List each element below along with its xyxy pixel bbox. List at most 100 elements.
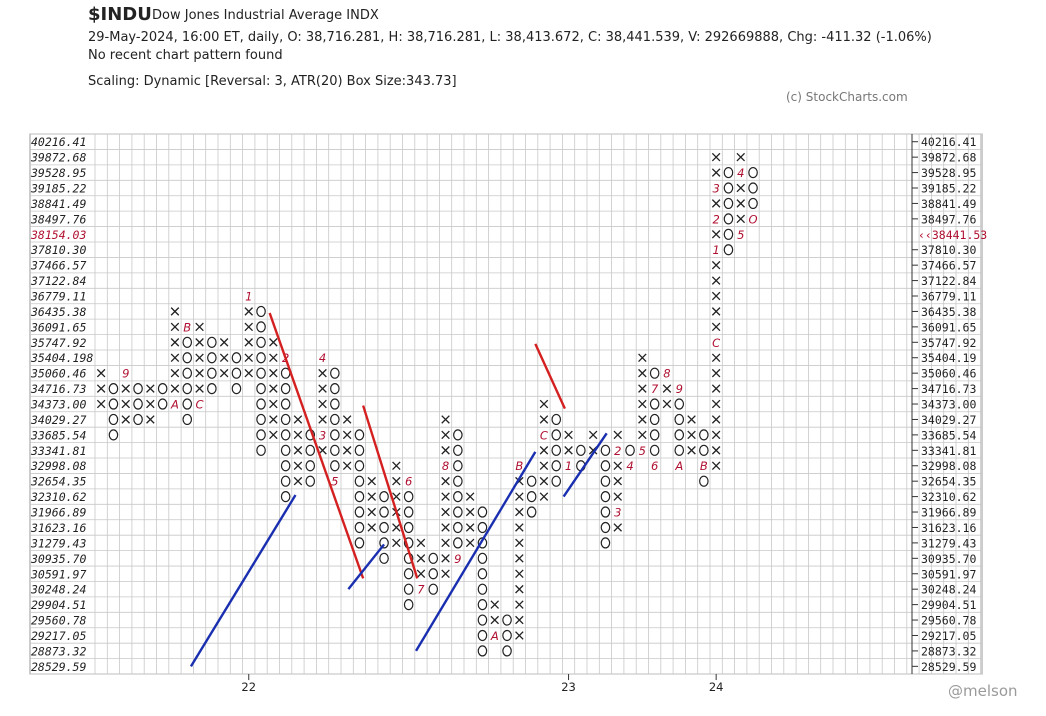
o-box — [379, 506, 389, 518]
x-box — [711, 430, 721, 440]
x-box — [367, 476, 377, 486]
x-box — [711, 368, 721, 378]
o-box — [133, 398, 143, 410]
x-box — [638, 353, 647, 362]
x-box — [441, 430, 450, 440]
support-trendline — [415, 451, 537, 652]
x-box — [416, 554, 426, 563]
x-box — [342, 415, 352, 424]
o-box — [207, 382, 217, 395]
x-box — [638, 384, 647, 393]
o-box — [403, 521, 414, 534]
o-box — [354, 460, 365, 472]
month-marker: 1 — [712, 243, 719, 257]
month-marker: 1 — [565, 459, 572, 473]
watermark: @melson — [948, 682, 1018, 700]
price-label-right: 36779.11 — [921, 290, 976, 304]
o-box — [182, 352, 193, 364]
o-box — [182, 382, 193, 395]
o-box — [477, 552, 488, 564]
x-box — [219, 353, 229, 362]
ohlc-summary: 29-May-2024, 16:00 ET, daily, O: 38,716.… — [88, 30, 932, 45]
x-box — [662, 399, 672, 409]
x-box — [416, 569, 426, 579]
x-box — [244, 353, 254, 362]
x-box — [465, 523, 475, 532]
x-box — [392, 538, 401, 548]
price-label-right: 29904.51 — [921, 598, 976, 612]
scaling-info: Scaling: Dynamic [Reversal: 3, ATR(20) B… — [88, 74, 457, 89]
x-box — [465, 492, 475, 501]
x-box — [96, 368, 106, 378]
x-box — [269, 368, 278, 378]
o-box — [477, 599, 488, 611]
o-box — [108, 429, 119, 441]
x-box — [195, 338, 204, 347]
x-box — [490, 600, 500, 609]
month-marker: B — [700, 459, 708, 473]
o-box — [403, 506, 414, 518]
month-marker: A — [674, 459, 683, 473]
x-box — [195, 353, 204, 362]
o-box — [477, 614, 488, 626]
o-box — [379, 537, 389, 549]
o-box — [256, 382, 266, 395]
o-box — [699, 444, 709, 456]
price-label-right: 32654.35 — [921, 475, 976, 489]
price-label-left: 30935.70 — [30, 552, 86, 566]
o-box — [330, 413, 340, 426]
x-box — [441, 492, 450, 501]
x-box — [638, 399, 647, 409]
o-box — [280, 444, 291, 456]
price-label-left: 33685.54 — [30, 428, 86, 442]
x-box — [293, 461, 303, 471]
o-box — [600, 444, 611, 456]
price-label-left: 40216.41 — [31, 135, 86, 149]
o-box — [207, 367, 217, 379]
o-box — [354, 475, 365, 487]
price-label-right: 38841.49 — [921, 197, 976, 211]
x-box — [244, 368, 254, 378]
o-box — [403, 491, 414, 503]
o-box — [305, 460, 316, 472]
x-box — [318, 415, 327, 424]
x-box — [687, 430, 696, 440]
resistance-trendline — [534, 343, 566, 410]
x-box — [711, 399, 721, 409]
month-marker: 2 — [712, 212, 719, 226]
pattern-status: No recent chart pattern found — [88, 48, 283, 63]
price-label-right: 36091.65 — [921, 320, 976, 334]
x-box — [170, 353, 180, 362]
x-box — [564, 446, 573, 455]
x-box — [465, 507, 475, 517]
o-box — [108, 413, 119, 426]
x-box — [195, 368, 204, 378]
price-label-left: 34373.00 — [30, 398, 86, 412]
month-marker: 3 — [319, 428, 326, 442]
price-label-right: 37466.57 — [921, 259, 976, 273]
o-box — [280, 429, 291, 441]
o-box — [649, 429, 660, 441]
month-marker: 2 — [614, 444, 621, 458]
o-box — [354, 521, 365, 534]
o-box — [330, 382, 340, 395]
o-box — [280, 491, 291, 503]
x-box — [441, 415, 450, 424]
x-box — [515, 615, 524, 625]
price-label-right: 34029.27 — [921, 413, 976, 427]
x-box — [293, 446, 303, 455]
month-marker: 9 — [122, 367, 129, 381]
x-box — [465, 538, 475, 548]
o-box — [748, 166, 758, 179]
o-box — [379, 491, 389, 503]
o-box — [354, 491, 365, 503]
o-box — [157, 398, 168, 410]
month-marker: 3 — [614, 506, 621, 520]
price-label-right: 32998.08 — [921, 459, 976, 473]
o-box — [403, 568, 414, 580]
price-label-left: 36435.38 — [30, 305, 86, 319]
x-box — [441, 507, 450, 517]
o-box — [477, 645, 488, 657]
copyright-notice: (c) StockCharts.com — [786, 90, 908, 104]
o-box — [477, 506, 488, 518]
